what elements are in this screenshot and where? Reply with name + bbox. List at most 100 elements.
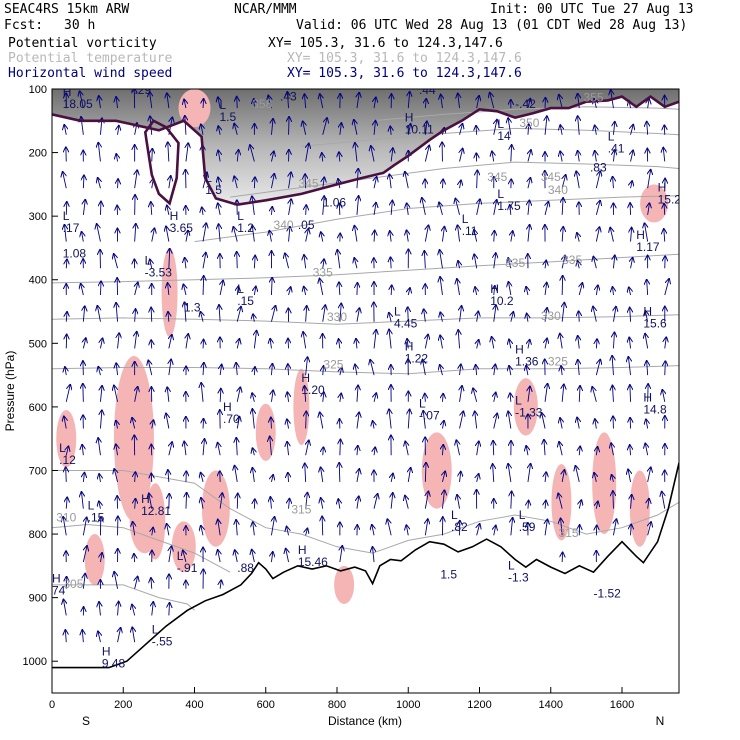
wind-vector	[218, 550, 220, 563]
wind-vector	[83, 306, 84, 322]
wind-vector	[201, 473, 203, 483]
extremum-type: L	[508, 559, 515, 573]
wind-vector	[577, 418, 579, 429]
wind-vector	[135, 332, 137, 349]
y-tick-label: 300	[29, 211, 47, 223]
wind-vector	[511, 312, 513, 322]
extremum-value: 1.20	[301, 383, 325, 397]
wind-vector	[340, 394, 341, 402]
wind-vector	[254, 256, 255, 269]
extremum-value: 14	[497, 129, 511, 143]
wind-vector	[441, 95, 443, 109]
wind-vector	[65, 385, 70, 402]
field-xy-pv: XY= 105.3, 31.6 to 124.3,147.6	[268, 36, 503, 51]
wind-vector	[408, 124, 410, 135]
plot-frame	[51, 88, 680, 694]
pv-fill-patch	[513, 378, 538, 436]
wind-vector	[252, 226, 254, 242]
wind-vector	[151, 578, 152, 589]
wind-vector	[560, 151, 562, 162]
isentrope-label: 335	[505, 256, 525, 270]
wind-vector	[203, 223, 206, 242]
wind-vector	[271, 119, 273, 135]
wind-vector	[578, 116, 580, 135]
x-tick-label: 400	[185, 699, 203, 711]
y-tick-label: 600	[29, 402, 47, 414]
extremum-type: L	[237, 282, 244, 296]
wind-vector	[151, 340, 152, 349]
wind-vector	[442, 472, 445, 483]
wind-vector	[338, 499, 340, 509]
wind-vector	[663, 148, 665, 162]
extremum-type: H	[301, 371, 310, 385]
wind-vector	[664, 229, 665, 242]
wind-vector	[64, 225, 66, 242]
x-tick-label: 0	[49, 699, 55, 711]
wind-vector	[323, 177, 325, 189]
wind-vector	[220, 493, 222, 509]
wind-vector	[201, 498, 203, 509]
wind-vector	[631, 258, 633, 269]
wind-vector	[100, 410, 101, 429]
y-tick-label: 900	[29, 593, 47, 605]
wind-vector	[562, 385, 564, 402]
wind-vector	[423, 411, 425, 429]
wind-vector	[562, 175, 565, 189]
wind-vector	[477, 199, 480, 215]
wind-vector	[354, 226, 357, 242]
wind-vector	[83, 517, 86, 536]
wind-vector	[559, 95, 562, 109]
wind-vector	[357, 413, 359, 429]
wind-vector	[237, 417, 239, 429]
wind-vector	[132, 418, 135, 429]
wind-vector	[390, 127, 391, 135]
wind-vector	[595, 151, 597, 162]
wind-vector	[559, 442, 562, 456]
wind-vector	[370, 360, 375, 376]
wind-vector	[166, 414, 169, 429]
wind-vector	[254, 177, 255, 189]
extremum-value: -.07	[419, 409, 440, 423]
extremum-value: 1.75	[497, 199, 521, 213]
wind-vector	[152, 228, 155, 242]
extremum-value: 1.5	[440, 568, 457, 582]
extremum-value: 15.2	[658, 192, 682, 206]
wind-vector	[218, 203, 220, 215]
wind-vector	[594, 473, 596, 483]
wind-vector	[374, 330, 376, 349]
wind-vector	[579, 500, 581, 509]
wind-vector	[460, 181, 461, 189]
wind-vector	[475, 411, 477, 429]
wind-vector	[254, 331, 256, 349]
wind-vector	[186, 493, 187, 509]
wind-vector	[270, 339, 271, 349]
wind-vector	[647, 122, 648, 135]
wind-vector	[287, 392, 288, 402]
wind-vector	[477, 340, 479, 349]
wind-vector	[631, 525, 632, 536]
wind-vector	[562, 198, 563, 215]
wind-vector	[665, 361, 666, 376]
wind-vector	[135, 309, 136, 322]
wind-vector	[610, 228, 613, 242]
extremum-value: -.29	[130, 83, 151, 97]
extremum-type: L	[145, 254, 152, 268]
wind-vector	[648, 522, 651, 536]
extremum-type: L	[515, 393, 522, 407]
end-label-north: N	[656, 714, 665, 728]
wind-vector	[186, 334, 188, 349]
wind-vector	[596, 285, 598, 296]
wind-vector	[628, 469, 630, 483]
wind-vector	[595, 360, 600, 376]
wind-vector	[460, 472, 461, 482]
wind-vector	[528, 201, 529, 215]
wind-vector	[545, 308, 547, 322]
wind-vector	[631, 125, 634, 135]
isentrope-315	[52, 470, 679, 554]
extremum-type: H	[298, 543, 307, 557]
wind-vector	[322, 517, 323, 536]
wind-vector	[99, 96, 101, 109]
wind-vector	[374, 494, 378, 509]
wind-vector	[254, 499, 255, 509]
wind-vector	[97, 306, 100, 322]
